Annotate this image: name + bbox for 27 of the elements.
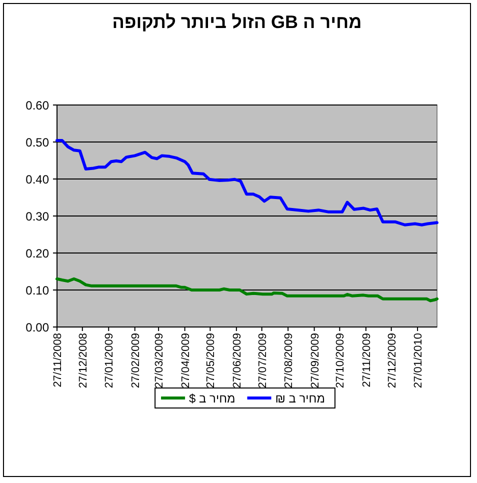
y-tick-label: 0.50 bbox=[26, 136, 50, 150]
line-series bbox=[56, 139, 438, 226]
x-tick-label: 27/11/2009 bbox=[360, 333, 373, 388]
x-tick-label: 27/08/2009 bbox=[283, 333, 296, 388]
x-tick-label: 27/01/2009 bbox=[104, 333, 116, 388]
y-tick-label: 0.40 bbox=[26, 172, 50, 186]
y-tick-label: 0.00 bbox=[26, 320, 50, 334]
x-tick-label: 27/05/2009 bbox=[205, 333, 218, 388]
x-tick-label: 27/12/2009 bbox=[386, 333, 398, 388]
y-tick-label: 0.20 bbox=[26, 246, 50, 260]
y-tick-label: 0.60 bbox=[26, 98, 50, 112]
x-tick-label: 27/02/2009 bbox=[130, 333, 142, 388]
y-tick-label: 0.10 bbox=[26, 284, 50, 298]
legend-label: מחיר ב ₪ bbox=[275, 392, 325, 406]
x-tick-label: 27/12/2008 bbox=[77, 333, 90, 388]
x-tick-label: 27/11/2008 bbox=[52, 333, 64, 388]
x-tick-label: 27/01/2010 bbox=[412, 333, 425, 388]
x-tick-label: 27/06/2009 bbox=[231, 333, 244, 388]
x-tick-label: 27/09/2009 bbox=[309, 333, 322, 388]
line-series bbox=[56, 277, 438, 302]
y-tick-label: 0.30 bbox=[26, 210, 50, 224]
x-tick-label: 27/10/2009 bbox=[334, 333, 347, 388]
legend-label: מחיר ב $ bbox=[189, 392, 236, 406]
x-tick-label: 27/07/2009 bbox=[256, 333, 269, 388]
chart-title: מחיר ה GB הזול ביותר לתקופה bbox=[112, 12, 362, 32]
x-tick-label: 27/03/2009 bbox=[154, 333, 166, 388]
x-tick-label: 27/04/2009 bbox=[180, 333, 192, 388]
